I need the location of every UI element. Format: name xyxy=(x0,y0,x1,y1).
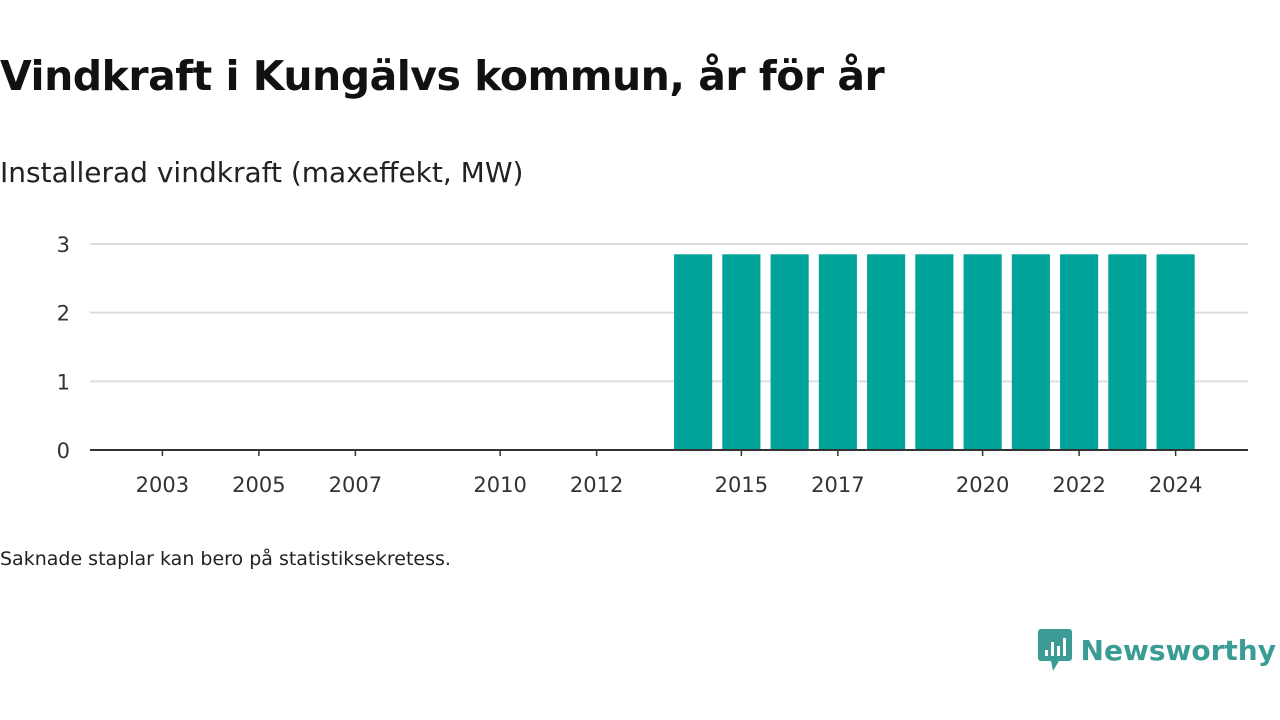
bar-2022 xyxy=(1060,254,1099,450)
bar-2023 xyxy=(1108,254,1147,450)
bar-2018 xyxy=(867,254,906,450)
bar-2017 xyxy=(818,254,857,450)
y-tick-label: 0 xyxy=(57,439,70,463)
x-tick-label: 2017 xyxy=(811,473,864,497)
bar-2015 xyxy=(722,254,761,450)
chart-subtitle: Installerad vindkraft (maxeffekt, MW) xyxy=(0,156,524,189)
bar-2020 xyxy=(963,254,1002,450)
bar-2014 xyxy=(674,254,713,450)
grid-lines xyxy=(90,243,1248,383)
chart-title: Vindkraft i Kungälvs kommun, år för år xyxy=(0,52,885,100)
x-tick-label: 2015 xyxy=(715,473,768,497)
x-tick-label: 2003 xyxy=(136,473,189,497)
bar-2019 xyxy=(915,254,954,450)
y-tick-label: 2 xyxy=(57,302,70,326)
newsworthy-logo-icon xyxy=(1037,629,1072,671)
x-tick-label: 2012 xyxy=(570,473,623,497)
x-tick-label: 2024 xyxy=(1149,473,1202,497)
bar-2016 xyxy=(770,254,809,450)
footnote: Saknade staplar kan bero på statistiksek… xyxy=(0,548,451,570)
axes: 0 1 2 3 2003 2005 2007 2010 2012 2015 2017 2020 2022… xyxy=(57,233,1248,497)
x-tick-label: 2022 xyxy=(1052,473,1105,497)
brand-logo: Newsworthy xyxy=(1037,628,1276,672)
bar-chart: 0 1 2 3 2003 2005 2007 2010 2012 2015 2017 2020 2022… xyxy=(57,233,1248,497)
y-tick-label: 1 xyxy=(57,370,70,394)
brand-name: Newsworthy xyxy=(1080,633,1276,667)
x-tick-label: 2020 xyxy=(956,473,1009,497)
x-tick-label: 2005 xyxy=(232,473,285,497)
bar-2021 xyxy=(1011,254,1050,450)
x-tick-label: 2010 xyxy=(473,473,526,497)
x-tick-label: 2007 xyxy=(329,473,382,497)
bars xyxy=(674,254,1195,450)
y-tick-label: 3 xyxy=(57,233,70,257)
bar-2024 xyxy=(1156,254,1195,450)
